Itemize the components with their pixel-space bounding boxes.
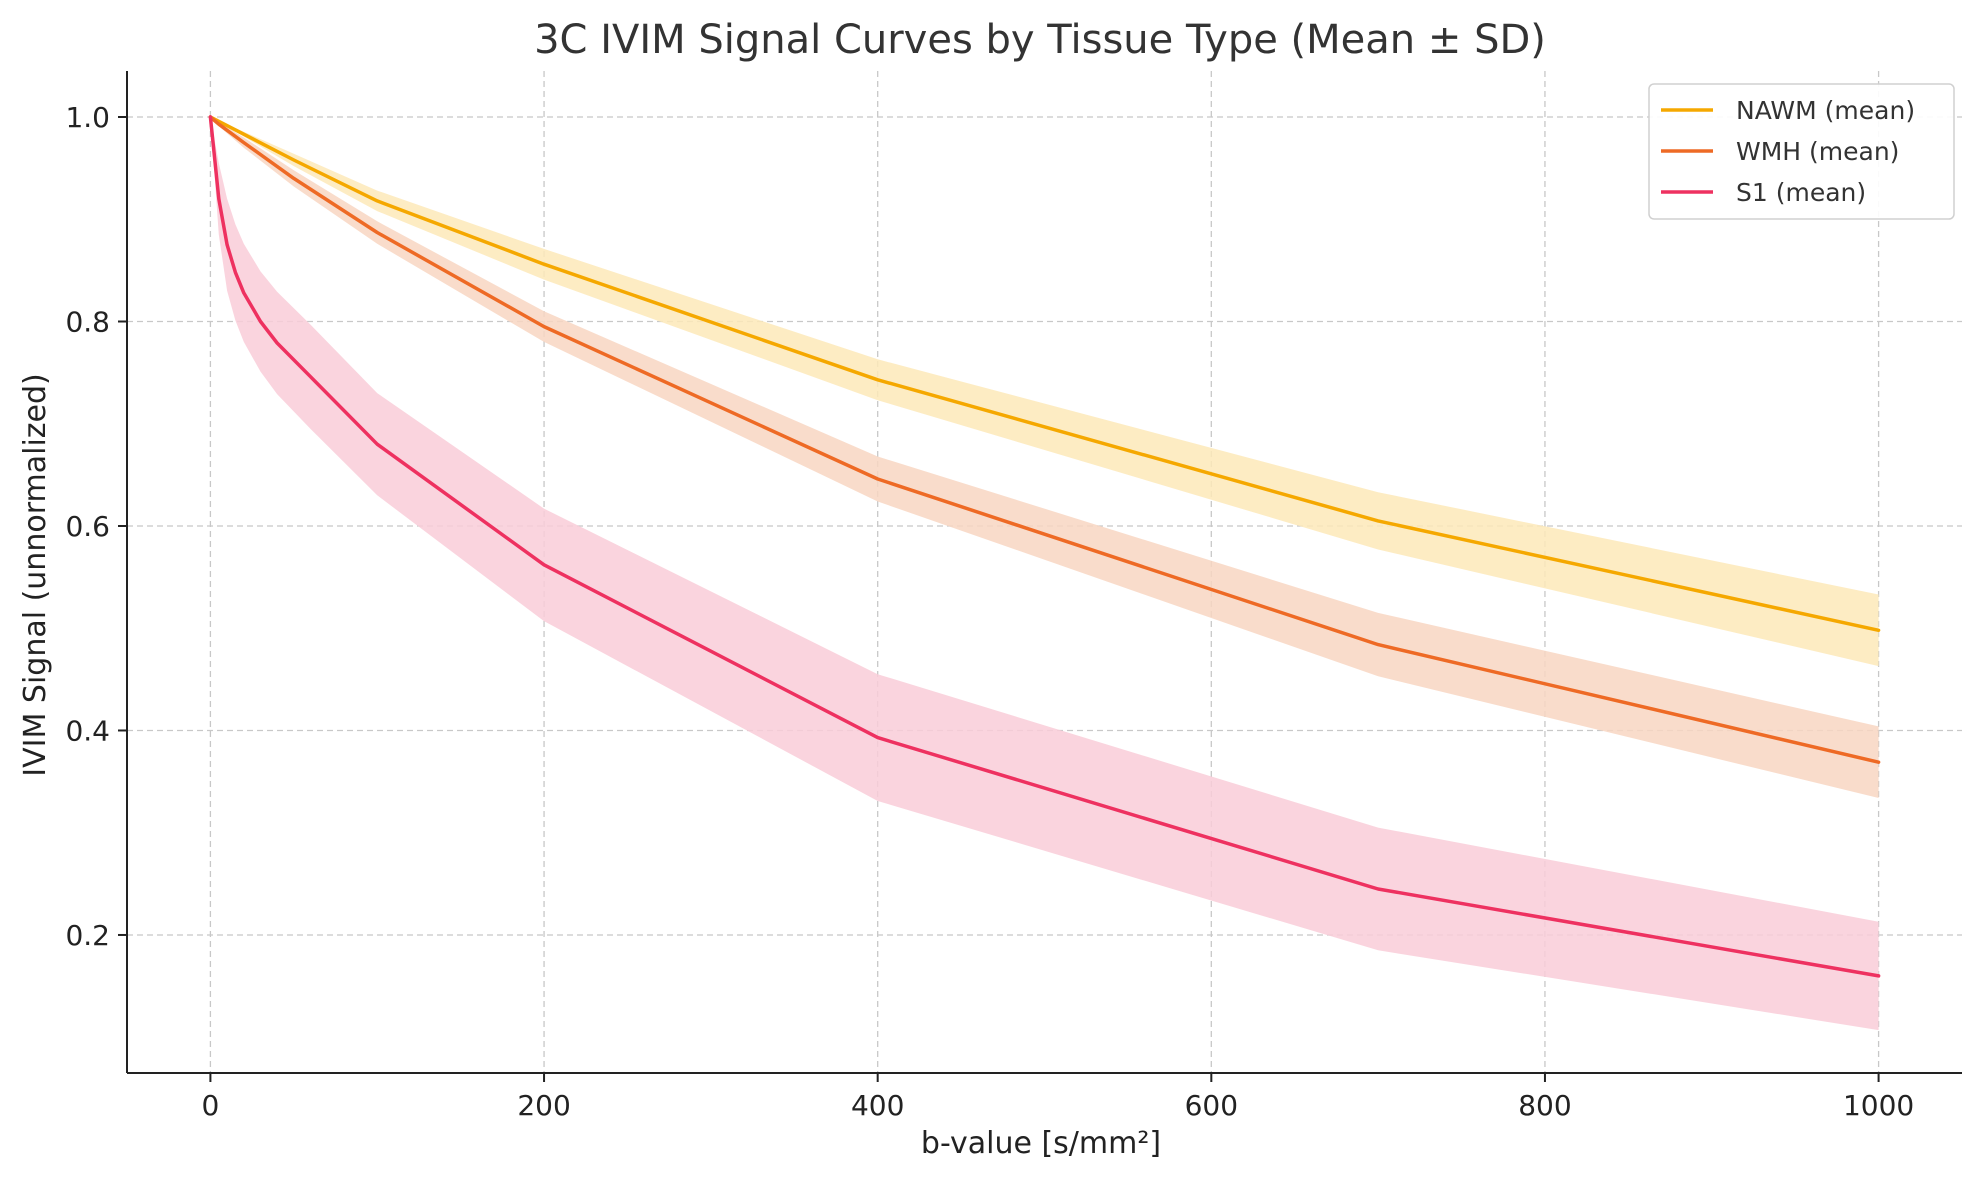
x-tick-label-2: 400 (851, 1089, 904, 1122)
y-axis-label: IVIM Signal (unnormalized) (18, 373, 53, 776)
series-line-1 (208, 115, 1881, 633)
legend: NAWM (mean) WMH (mean) S1 (mean) (1648, 83, 1955, 220)
x-tick-label-3: 600 (1185, 1089, 1238, 1122)
series-lines (208, 115, 1881, 978)
tick-labels: 0 200 400 600 800 1000 0.2 0.4 0.6 0.8 1.0 (65, 101, 1914, 1122)
legend-label-3: S1 (mean) (1736, 178, 1866, 207)
axes (118, 71, 1962, 1082)
series-line-2 (208, 115, 1881, 764)
x-tick-label-4: 800 (1518, 1089, 1571, 1122)
legend-label-1: NAWM (mean) (1736, 96, 1915, 125)
chart-title: 3C IVIM Signal Curves by Tissue Type (Me… (534, 17, 1546, 63)
y-tick-label-0: 0.2 (65, 919, 110, 952)
y-tick-label-4: 1.0 (65, 101, 110, 134)
y-tick-label-2: 0.6 (65, 510, 110, 543)
x-tick-label-0: 0 (201, 1089, 219, 1122)
sd-band-1 (210, 117, 1879, 667)
sd-band-2 (210, 117, 1879, 798)
series-line-3 (208, 115, 1881, 978)
sd-band-3 (210, 117, 1879, 1031)
legend-box (1648, 83, 1955, 220)
sd-bands (210, 117, 1879, 1031)
y-tick-label-3: 0.8 (65, 306, 110, 339)
x-tick-label-1: 200 (517, 1089, 570, 1122)
x-axis-label: b-value [s/mm²] (921, 1126, 1161, 1161)
legend-label-2: WMH (mean) (1736, 137, 1899, 166)
y-tick-label-1: 0.4 (65, 714, 110, 747)
x-tick-label-5: 1000 (1843, 1089, 1914, 1122)
